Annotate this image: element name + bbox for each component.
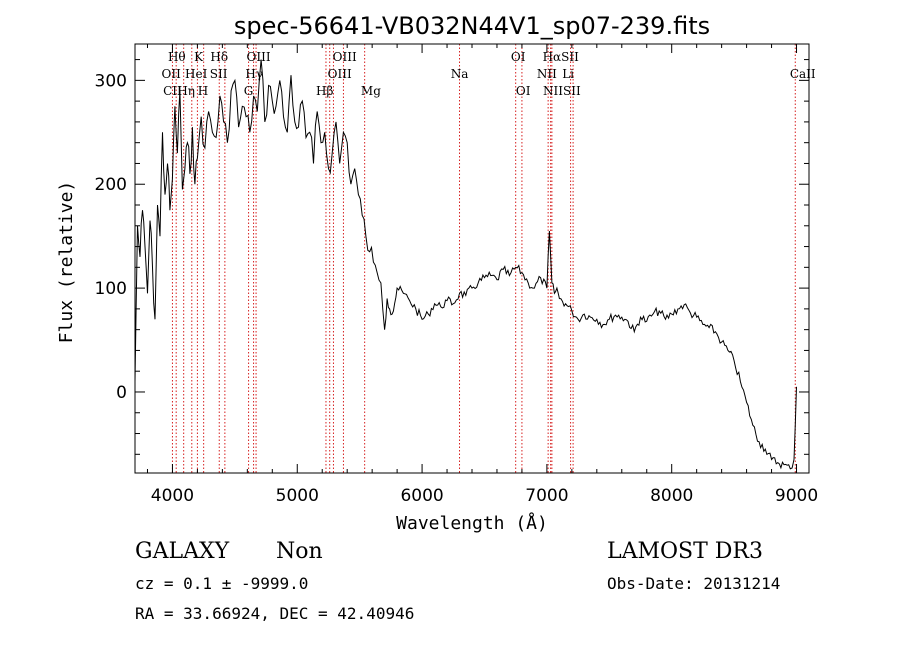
line-label-9: HeI [185,67,208,81]
line-label-11: Hγ [245,67,263,81]
line-label-24: NIISII [543,84,581,98]
y-tick-label-3: 300 [95,71,127,91]
line-label-10: SII [210,67,228,81]
object-subclass: Non [276,539,323,564]
line-label-17: CII [163,84,182,98]
line-label-12: OIII [328,67,352,81]
x-tick-label-0: 4000 [151,486,194,506]
y-axis-label: Flux (relative) [56,181,77,344]
ra-dec-coordinates: RA = 33.66924, DEC = 42.40946 [135,604,415,623]
y-axis-ticks: 0 100 200 300 [95,59,809,455]
x-tick-label-3: 7000 [525,486,568,506]
line-label-8: OII [162,67,182,81]
x-tick-label-4: 8000 [650,486,693,506]
line-label-19: H [198,84,208,98]
line-label-4: OIII [333,50,357,64]
line-label-5: OI [511,50,526,64]
y-tick-label-0: 0 [116,383,127,403]
spectrum-line [134,59,797,470]
line-label-0: Hθ [168,50,186,64]
line-label-6: Hα [543,50,562,64]
line-label-18: Hη [177,84,195,98]
x-axis-ticks: 4000 5000 6000 7000 8000 9000 [146,44,818,506]
emission-line-markers [171,44,796,473]
line-label-14: NII [537,67,557,81]
line-label-16: CaII [790,67,816,81]
survey-name: LAMOST DR3 [607,539,763,564]
y-tick-label-1: 100 [95,279,127,299]
chart-title: spec-56641-VB032N44V1_sp07-239.fits [234,12,710,40]
x-tick-label-5: 9000 [775,486,818,506]
line-label-7: SII [561,50,579,64]
line-label-23: OI [516,84,531,98]
observation-date: Obs-Date: 20131214 [607,574,781,593]
line-label-20: G [244,84,254,98]
object-class: GALAXY [135,539,230,564]
redshift-cz: cz = 0.1 ± -9999.0 [135,574,309,593]
line-label-21: Hβ [316,84,333,98]
x-tick-label-2: 6000 [400,486,443,506]
line-label-15: Li [562,67,574,81]
x-tick-label-1: 5000 [276,486,319,506]
line-label-1: K [194,50,204,64]
line-label-13: Na [451,67,469,81]
y-tick-label-2: 200 [95,175,127,195]
plot-frame [134,43,810,474]
line-label-3: OIII [247,50,271,64]
line-label-2: Hδ [210,50,228,64]
line-label-22: Mg [361,84,381,98]
x-axis-label: Wavelength (Å) [396,512,548,534]
